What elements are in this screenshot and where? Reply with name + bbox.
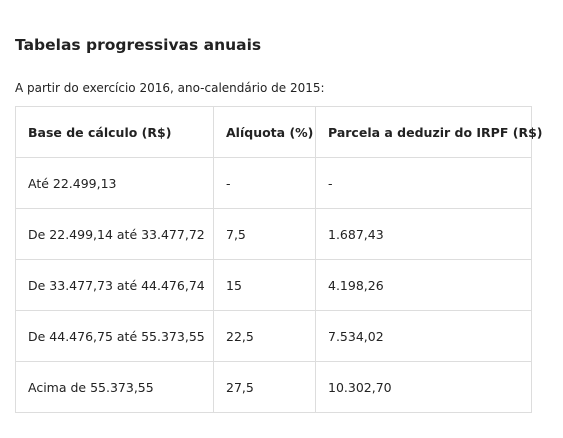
intro-text: A partir do exercício 2016, ano-calendár… [15,81,325,95]
cell-parcela: 1.687,43 [315,208,532,260]
tax-table: Base de cálculo (R$) Alíquota (%) Parcel… [15,106,542,413]
cell-aliquota: 7,5 [213,208,316,260]
cell-aliquota: - [213,157,316,209]
cell-base: Acima de 55.373,55 [15,361,214,413]
table-row: Até 22.499,13 - - [15,157,532,209]
table-row: Acima de 55.373,55 27,5 10.302,70 [15,361,532,413]
cell-base: De 44.476,75 até 55.373,55 [15,310,214,362]
cell-aliquota: 27,5 [213,361,316,413]
cell-aliquota: 15 [213,259,316,311]
cell-parcela: 7.534,02 [315,310,532,362]
cell-aliquota: 22,5 [213,310,316,362]
cell-base: De 33.477,73 até 44.476,74 [15,259,214,311]
table-row: De 22.499,14 até 33.477,72 7,5 1.687,43 [15,208,532,260]
page-heading: Tabelas progressivas anuais [15,35,262,54]
table-row: De 33.477,73 até 44.476,74 15 4.198,26 [15,259,532,311]
header-parcela: Parcela a deduzir do IRPF (R$) [315,106,542,158]
cell-parcela: - [315,157,532,209]
table-header-row: Base de cálculo (R$) Alíquota (%) Parcel… [15,106,542,158]
table-row: De 44.476,75 até 55.373,55 22,5 7.534,02 [15,310,532,362]
cell-parcela: 4.198,26 [315,259,532,311]
cell-base: De 22.499,14 até 33.477,72 [15,208,214,260]
header-aliquota: Alíquota (%) [213,106,316,158]
cell-parcela: 10.302,70 [315,361,532,413]
header-base: Base de cálculo (R$) [15,106,214,158]
cell-base: Até 22.499,13 [15,157,214,209]
